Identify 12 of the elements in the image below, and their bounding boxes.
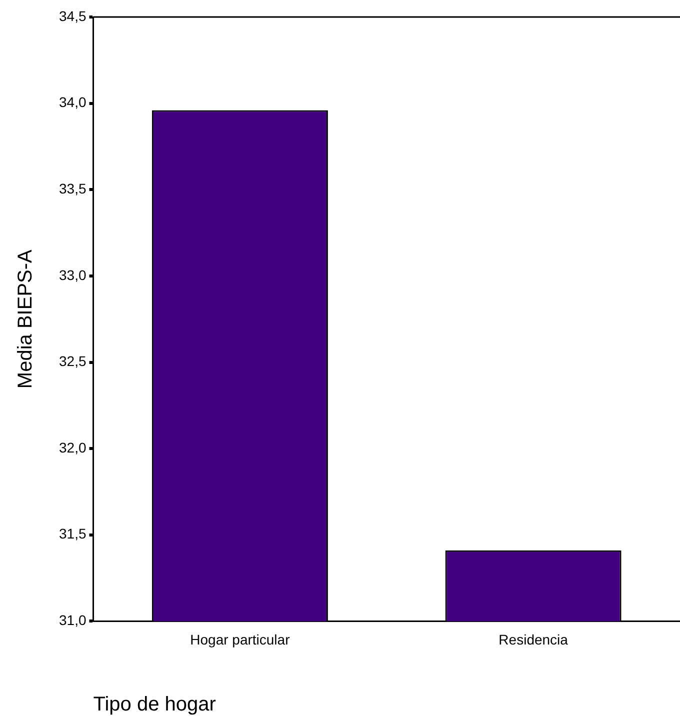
y-tick-label: 34,0 [59,94,86,110]
y-tick-label: 31,0 [59,612,86,628]
y-tick-label: 33,5 [59,180,86,196]
x-tick-label: Hogar particular [190,631,290,648]
x-axis-title: Tipo de hogar [93,694,216,716]
y-tick-label: 33,0 [59,266,86,283]
x-tick-label: Residencia [498,631,568,648]
y-tick-label: 34,5 [59,8,86,24]
y-tick-label: 32,0 [59,439,86,456]
y-tick-label: 32,5 [59,353,86,370]
y-tick-label: 31,5 [59,526,86,542]
y-axis-title: Media BIEPS-A [14,248,37,389]
